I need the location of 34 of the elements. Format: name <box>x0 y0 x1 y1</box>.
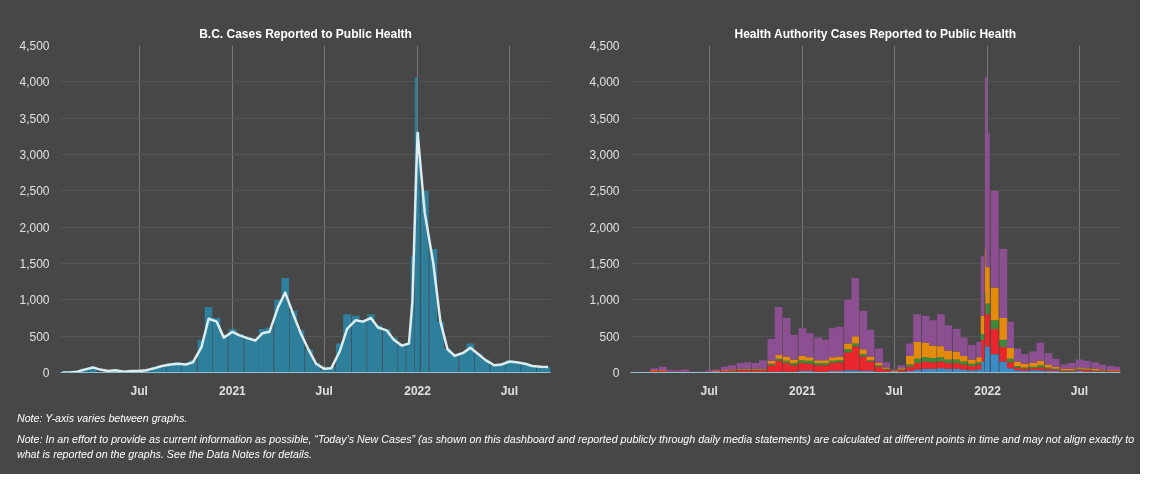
y-tick-label: 2,000 <box>589 220 620 235</box>
y-tick-label: 3,500 <box>19 111 50 126</box>
x-tick-label: Jul <box>130 383 148 398</box>
y-tick-label: 3,000 <box>19 148 50 162</box>
x-tick-label: Jul <box>885 383 903 398</box>
text: Note: Y-axis varies between graphs. <box>17 411 189 426</box>
y-tick-label: 1,000 <box>589 293 620 308</box>
y-tick-label: 4,500 <box>19 39 50 53</box>
x-tick-label: Jul <box>315 383 333 398</box>
chart-title: Health Authority Cases Reported to Public Health <box>734 26 1017 41</box>
x-tick-label: 2022 <box>974 383 1002 398</box>
chart-title: B.C. Cases Reported to Public Health <box>199 26 412 41</box>
y-tick-label: 2,000 <box>19 220 50 235</box>
y-tick-label: 4,000 <box>589 75 620 90</box>
x-tick-label: 2022 <box>404 383 432 398</box>
x-tick-label: 2021 <box>219 383 247 398</box>
y-tick-label: 3,000 <box>589 148 620 162</box>
x-tick-label: Jul <box>700 383 718 398</box>
y-tick-label: 1,500 <box>19 257 50 271</box>
y-tick-label: 4,000 <box>19 75 50 90</box>
text: Note: In an effort to provide as current information as possible, “Today’s New Cases” (as shown on this dashboard and reported publicly through daily media statements) are calculated at different points in time and may not align exactly to what is reported on the graphs. See the Data Notes for details. <box>17 432 1135 463</box>
y-tick-label: 500 <box>29 329 50 344</box>
y-tick-label: 2,500 <box>19 184 50 199</box>
x-tick-label: Jul <box>500 383 519 398</box>
y-tick-label: 1,000 <box>19 293 50 308</box>
y-tick-label: 0 <box>42 366 50 380</box>
y-tick-label: 2,500 <box>589 184 620 199</box>
y-tick-label: 1,500 <box>589 257 620 271</box>
x-tick-label: 2021 <box>789 383 817 398</box>
x-tick-label: Jul <box>1070 383 1089 398</box>
y-tick-label: 3,500 <box>589 111 620 126</box>
y-tick-label: 0 <box>612 366 620 380</box>
y-tick-label: 500 <box>599 329 620 344</box>
y-tick-label: 4,500 <box>589 39 620 53</box>
